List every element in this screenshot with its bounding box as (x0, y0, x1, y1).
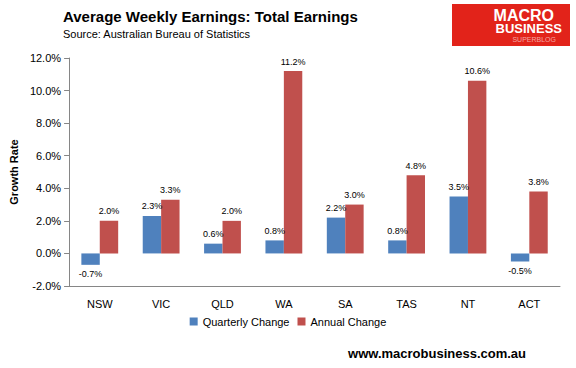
svg-text:BUSINESS: BUSINESS (496, 21, 563, 36)
svg-text:2.0%: 2.0% (99, 206, 120, 216)
svg-text:0.8%: 0.8% (264, 226, 285, 236)
svg-text:-0.5%: -0.5% (508, 266, 532, 276)
svg-text:6.0%: 6.0% (36, 150, 61, 162)
svg-text:4.0%: 4.0% (36, 182, 61, 194)
svg-text:www.macrobusiness.com.au: www.macrobusiness.com.au (347, 346, 526, 361)
svg-text:Source: Australian Bureau of S: Source: Australian Bureau of Statistics (63, 28, 251, 40)
svg-text:4.8%: 4.8% (406, 161, 427, 171)
svg-text:NT: NT (461, 298, 476, 310)
svg-text:NSW: NSW (87, 298, 113, 310)
svg-text:0.6%: 0.6% (203, 229, 224, 239)
svg-text:Average Weekly Earnings: Total: Average Weekly Earnings: Total Earnings (63, 8, 358, 25)
svg-text:-2.0%: -2.0% (32, 280, 61, 292)
svg-text:2.2%: 2.2% (326, 203, 347, 213)
svg-text:SUPERBLOG: SUPERBLOG (512, 36, 556, 43)
svg-text:ACT: ACT (518, 298, 540, 310)
svg-text:0.8%: 0.8% (387, 226, 408, 236)
svg-text:Annual Change: Annual Change (310, 316, 386, 328)
svg-text:2.0%: 2.0% (36, 215, 61, 227)
svg-text:QLD: QLD (211, 298, 234, 310)
svg-text:2.3%: 2.3% (142, 201, 163, 211)
svg-text:WA: WA (275, 298, 293, 310)
svg-text:3.5%: 3.5% (448, 182, 469, 192)
svg-text:-0.7%: -0.7% (79, 269, 103, 279)
svg-text:8.0%: 8.0% (36, 117, 61, 129)
svg-text:VIC: VIC (152, 298, 170, 310)
svg-text:SA: SA (338, 298, 353, 310)
svg-text:TAS: TAS (396, 298, 417, 310)
svg-text:Growth Rate: Growth Rate (8, 139, 20, 204)
svg-text:11.2%: 11.2% (281, 57, 306, 67)
svg-text:3.3%: 3.3% (160, 185, 181, 195)
svg-text:12.0%: 12.0% (30, 52, 61, 64)
svg-text:3.8%: 3.8% (528, 177, 549, 187)
svg-text:3.0%: 3.0% (344, 190, 365, 200)
svg-text:0.0%: 0.0% (36, 247, 61, 259)
svg-text:2.0%: 2.0% (221, 206, 242, 216)
svg-text:10.0%: 10.0% (30, 85, 61, 97)
svg-text:10.6%: 10.6% (464, 66, 490, 76)
svg-text:MACRO: MACRO (493, 6, 554, 24)
svg-text:Quarterly Change: Quarterly Change (203, 316, 290, 328)
